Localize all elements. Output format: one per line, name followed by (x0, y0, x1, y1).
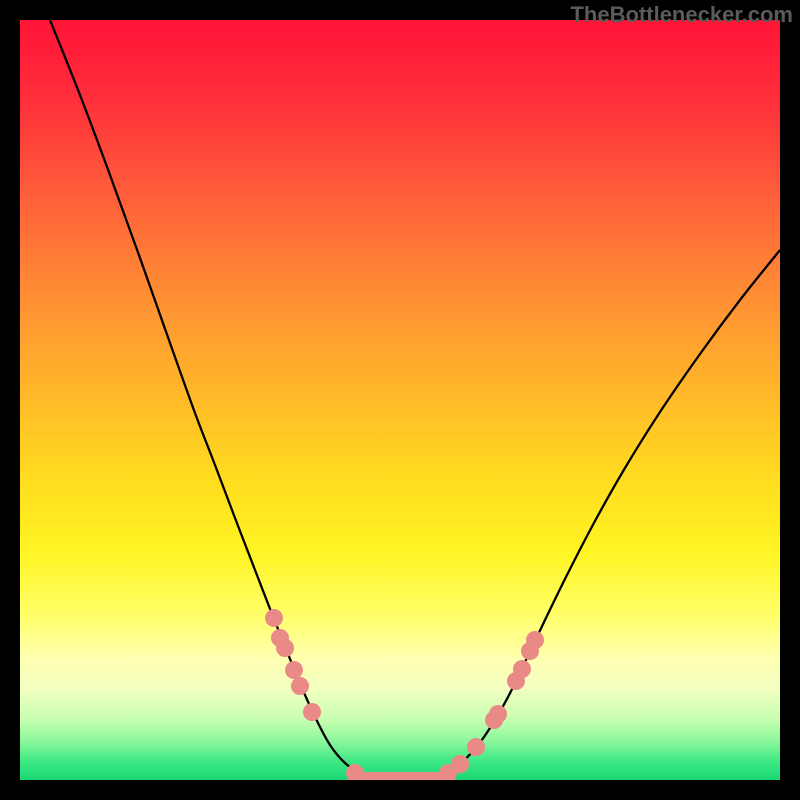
watermark-text: TheBottlenecker.com (570, 2, 793, 28)
bottleneck-curve-plot (0, 0, 800, 800)
gradient-background (20, 20, 780, 780)
marker-dot (276, 639, 294, 657)
marker-dot (513, 660, 531, 678)
marker-dot (467, 738, 485, 756)
marker-dot (451, 755, 469, 773)
marker-dot (489, 705, 507, 723)
marker-dot (526, 631, 544, 649)
marker-dot (265, 609, 283, 627)
marker-dot (291, 677, 309, 695)
marker-dot (303, 703, 321, 721)
marker-dot (285, 661, 303, 679)
marker-dot (346, 764, 364, 782)
